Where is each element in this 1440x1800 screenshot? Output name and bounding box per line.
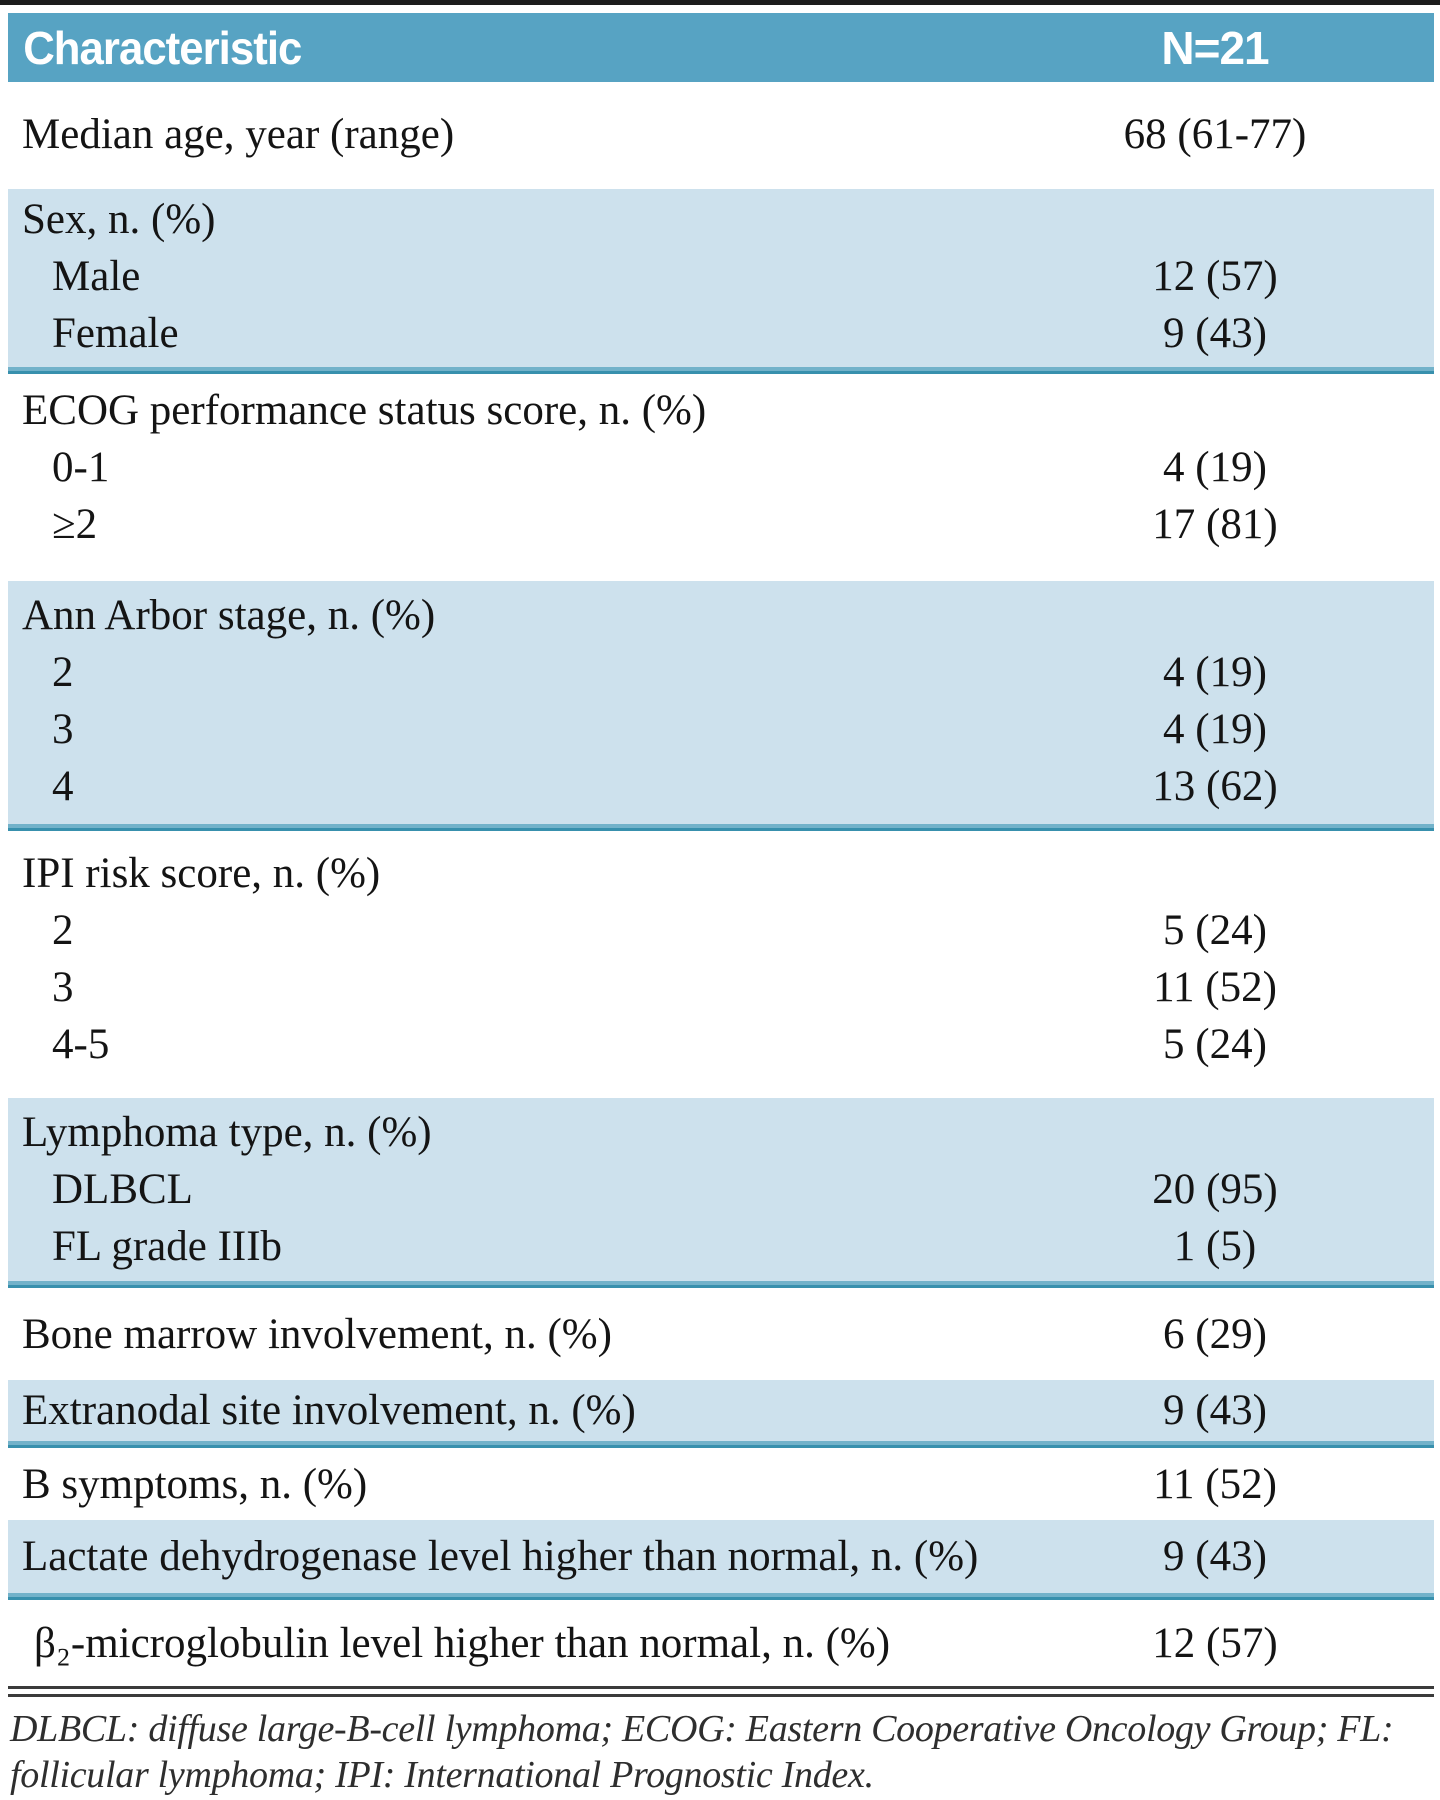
section-separator <box>8 1593 1434 1600</box>
table-section: ECOG performance status score, n. (%) 0-1… <box>8 374 1434 581</box>
table-section: Ann Arbor stage, n. (%) 2 4 (19) 3 4 (19) 4 13… <box>8 581 1434 824</box>
table-row: Median age, year (range) 68 (61-77) <box>8 106 1434 163</box>
table-row: Lactate dehydrogenase level higher than … <box>8 1528 1434 1585</box>
section-separator <box>8 824 1434 831</box>
row-label: B symptoms, n. (%) <box>22 1461 368 1508</box>
table-row: 4 13 (62) <box>8 758 1434 815</box>
table-row: Ann Arbor stage, n. (%) <box>8 587 1434 644</box>
table-body: Median age, year (range) 68 (61-77) Sex, n… <box>8 82 1434 1686</box>
row-value: 12 (57) <box>1152 1620 1278 1667</box>
row-value: 11 (52) <box>1153 1461 1277 1508</box>
table-row: DLBCL 20 (95) <box>8 1161 1434 1218</box>
row-label: 2 <box>52 907 74 954</box>
table-row: Lymphoma type, n. (%) <box>8 1104 1434 1161</box>
row-label: Bone marrow involvement, n. (%) <box>22 1311 612 1358</box>
row-value: 11 (52) <box>1153 964 1277 1011</box>
row-label: β₂-microglobulin level higher than norma… <box>34 1620 891 1667</box>
row-label: Extranodal site involvement, n. (%) <box>22 1387 636 1434</box>
row-value: 9 (43) <box>1163 1533 1267 1580</box>
table-row: Male 12 (57) <box>8 248 1434 305</box>
table-section: Lymphoma type, n. (%) DLBCL 20 (95) FL grad… <box>8 1098 1434 1281</box>
row-value <box>1095 587 1335 644</box>
table-section: β₂-microglobulin level higher than norma… <box>8 1600 1434 1686</box>
footnote-line: follicular lymphoma; IPI: International … <box>10 1754 874 1796</box>
row-label: 3 <box>52 964 74 1011</box>
table-row: Bone marrow involvement, n. (%) 6 (29) <box>8 1306 1434 1363</box>
row-label: 0-1 <box>52 444 110 491</box>
row-label: 4 <box>52 763 74 810</box>
section-separator <box>8 1281 1434 1288</box>
header-characteristic: Characteristic <box>23 21 302 74</box>
row-label: 2 <box>52 649 74 696</box>
row-label: 3 <box>52 706 74 753</box>
row-value: 4 (19) <box>1163 649 1267 696</box>
row-value: 1 (5) <box>1173 1223 1257 1270</box>
row-value: 12 (57) <box>1152 253 1278 300</box>
row-label: 4-5 <box>52 1021 110 1068</box>
table-footnote: DLBCL: diffuse large-B-cell lymphoma; EC… <box>8 1706 1434 1798</box>
table-section: Lactate dehydrogenase level higher than … <box>8 1520 1434 1593</box>
table-row: Extranodal site involvement, n. (%) 9 (43… <box>8 1382 1434 1439</box>
row-label: Lactate dehydrogenase level higher than … <box>22 1533 979 1580</box>
row-label: FL grade IIIb <box>52 1223 283 1270</box>
section-separator <box>8 1441 1434 1448</box>
table-row: 2 5 (24) <box>8 902 1434 959</box>
table-section: B symptoms, n. (%) 11 (52) <box>8 1448 1434 1520</box>
table-row: ECOG performance status score, n. (%) <box>8 382 1434 439</box>
table-row: β₂-microglobulin level higher than norma… <box>8 1615 1434 1672</box>
characteristics-table: Characteristic N=21 Median age, year (ra… <box>8 13 1434 1798</box>
table-section: Sex, n. (%) Male 12 (57) Female 9 (43) <box>8 189 1434 367</box>
row-value: 4 (19) <box>1163 706 1267 753</box>
table-row: IPI risk score, n. (%) <box>8 845 1434 902</box>
row-label: Lymphoma type, n. (%) <box>22 1109 432 1156</box>
row-label: Median age, year (range) <box>22 111 455 158</box>
table-row: 4-5 5 (24) <box>8 1016 1434 1073</box>
row-value: 20 (95) <box>1152 1166 1278 1213</box>
row-value: 5 (24) <box>1163 1021 1267 1068</box>
table-row: 3 4 (19) <box>8 701 1434 758</box>
row-value <box>1095 382 1335 439</box>
table-bottom-rule <box>8 1686 1434 1697</box>
row-value: 6 (29) <box>1163 1311 1267 1358</box>
table-header-row: Characteristic N=21 <box>8 13 1434 82</box>
table-section: IPI risk score, n. (%) 2 5 (24) 3 11 (52) 4-5… <box>8 831 1434 1098</box>
table-row: B symptoms, n. (%) 11 (52) <box>8 1456 1434 1513</box>
row-value: 9 (43) <box>1163 310 1267 357</box>
row-value: 13 (62) <box>1152 763 1278 810</box>
row-value: 5 (24) <box>1163 907 1267 954</box>
row-value: 68 (61-77) <box>1123 111 1307 158</box>
table-section: Bone marrow involvement, n. (%) 6 (29) <box>8 1288 1434 1380</box>
row-value <box>1095 191 1335 248</box>
row-label: IPI risk score, n. (%) <box>22 850 381 897</box>
row-value <box>1095 845 1335 902</box>
row-value: 4 (19) <box>1163 444 1267 491</box>
row-label: Female <box>52 310 179 357</box>
figure-top-rule <box>0 0 1440 5</box>
table-section: Extranodal site involvement, n. (%) 9 (43… <box>8 1380 1434 1441</box>
row-label: ECOG performance status score, n. (%) <box>22 387 707 434</box>
row-value <box>1095 1104 1335 1161</box>
row-label: Sex, n. (%) <box>22 196 216 243</box>
footnote-line: DLBCL: diffuse large-B-cell lymphoma; EC… <box>10 1708 1394 1750</box>
row-value: 9 (43) <box>1163 1387 1267 1434</box>
header-n-count: N=21 <box>1161 21 1269 74</box>
table-row: Female 9 (43) <box>8 305 1434 362</box>
table-row: ≥2 17 (81) <box>8 496 1434 553</box>
table-row: 2 4 (19) <box>8 644 1434 701</box>
table-row: Sex, n. (%) <box>8 191 1434 248</box>
section-separator <box>8 367 1434 374</box>
row-label: Male <box>52 253 141 300</box>
table-row: FL grade IIIb 1 (5) <box>8 1218 1434 1275</box>
table-row: 0-1 4 (19) <box>8 439 1434 496</box>
row-label: ≥2 <box>52 501 98 548</box>
table-row: 3 11 (52) <box>8 959 1434 1016</box>
table-section: Median age, year (range) 68 (61-77) <box>8 82 1434 189</box>
row-label: Ann Arbor stage, n. (%) <box>22 592 436 639</box>
row-value: 17 (81) <box>1152 501 1278 548</box>
row-label: DLBCL <box>52 1166 193 1213</box>
